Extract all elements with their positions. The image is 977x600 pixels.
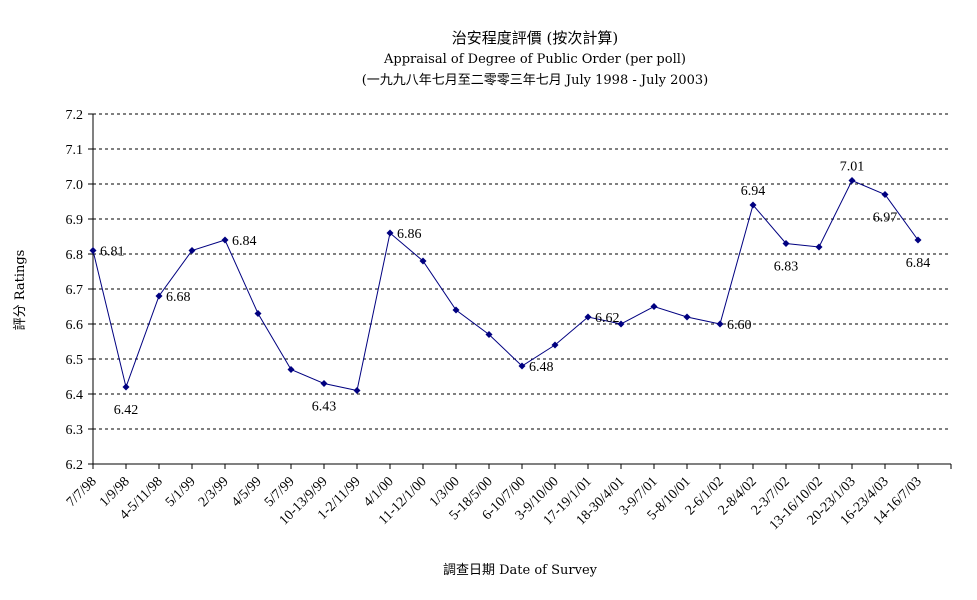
data-point-marker [551,341,559,349]
data-label: 6.94 [741,184,766,199]
data-labels: 6.81 6.42 6.68 6.84 6.43 6.86 6.48 6.62 6.60 6.94… [100,160,930,419]
data-point-marker [188,247,196,254]
y-tick-label: 6.7 [66,283,84,298]
data-point-marker [485,331,493,338]
data-point-marker [221,236,229,244]
y-tick-label: 6.6 [66,318,84,333]
data-point-marker [353,387,361,394]
x-tick-labels: 7/7/981/9/984-5/11/985/1/992/3/994/5/995… [64,474,925,533]
data-point-marker [683,313,691,321]
y-tick-labels: 6.2 6.3 6.4 6.5 6.6 6.7 6.8 6.9 7.0 7.1 7.2 [66,108,84,473]
x-tick-label: 2/3/99 [196,474,232,510]
data-point-marker [386,229,394,237]
data-point-marker [89,247,97,254]
data-label: 6.68 [166,290,191,305]
data-label: 6.86 [397,227,422,242]
axes [92,114,952,469]
chart-subtitle: Appraisal of Degree of Public Order (per… [383,52,686,67]
data-point-marker [419,257,427,265]
y-tick-label: 7.0 [66,178,84,193]
y-tick-label: 6.3 [66,423,84,438]
data-label: 6.83 [774,260,799,275]
data-label: 6.60 [727,318,752,333]
data-point-marker [452,306,460,314]
data-point-marker [782,240,790,247]
data-label: 6.84 [906,256,931,271]
data-point-marker [254,310,262,317]
x-tick-label: 4/5/99 [229,474,265,510]
data-label: 6.48 [529,360,554,375]
data-label: 6.84 [232,234,257,249]
data-points [89,177,922,394]
data-point-marker [320,380,328,387]
y-tick-label: 7.2 [66,108,84,123]
data-point-marker [848,177,856,184]
gridlines [88,113,951,465]
data-point-marker [650,303,658,310]
x-tick-label: 7/7/98 [64,474,100,510]
data-label: 6.97 [873,211,898,226]
data-point-marker [716,320,724,328]
data-point-marker [155,292,163,300]
series-line-path [92,179,919,392]
data-point-marker [518,362,526,370]
data-point-marker [122,383,130,391]
y-tick-label: 7.1 [66,143,84,158]
data-point-marker [584,313,592,321]
data-label: 6.62 [595,311,620,326]
data-point-marker [914,236,922,244]
data-point-marker [287,366,295,373]
series-line [92,179,919,392]
data-label: 6.42 [114,403,139,418]
data-label: 7.01 [840,160,865,175]
data-label: 6.43 [312,400,337,415]
y-axis-label: 評分 Ratings [13,250,28,331]
y-tick-label: 6.4 [66,388,84,403]
y-tick-label: 6.5 [66,353,84,368]
data-point-marker [881,191,889,198]
y-tick-label: 6.8 [66,248,84,263]
chart-title: 治安程度評價 (按次計算) [452,29,618,47]
x-axis-label: 調查日期 Date of Survey [443,563,598,578]
x-tick-label: 5/1/99 [163,474,199,510]
data-point-marker [815,243,823,251]
data-point-marker [617,320,625,328]
data-label: 6.81 [100,245,125,260]
y-tick-label: 6.2 [66,458,84,473]
chart-date-range: (一九九八年七月至二零零三年七月 July 1998 - July 2003) [362,73,709,88]
y-tick-label: 6.9 [66,213,84,228]
data-point-marker [749,201,757,209]
